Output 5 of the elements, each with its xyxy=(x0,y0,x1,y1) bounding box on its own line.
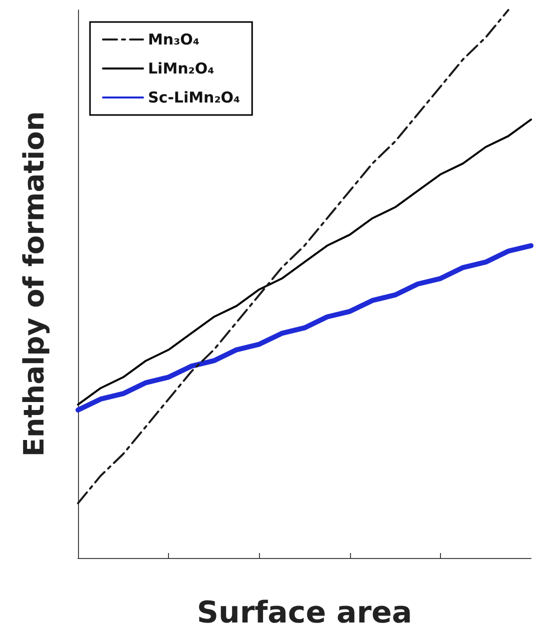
legend-label: LiMn₂O₄ xyxy=(148,60,214,78)
y-axis-title: Enthalpy of formation xyxy=(18,111,50,457)
x-axis-title: Surface area xyxy=(196,596,412,630)
legend-label: Mn₃O₄ xyxy=(148,30,200,48)
legend-label: Sc-LiMn₂O₄ xyxy=(148,88,240,106)
